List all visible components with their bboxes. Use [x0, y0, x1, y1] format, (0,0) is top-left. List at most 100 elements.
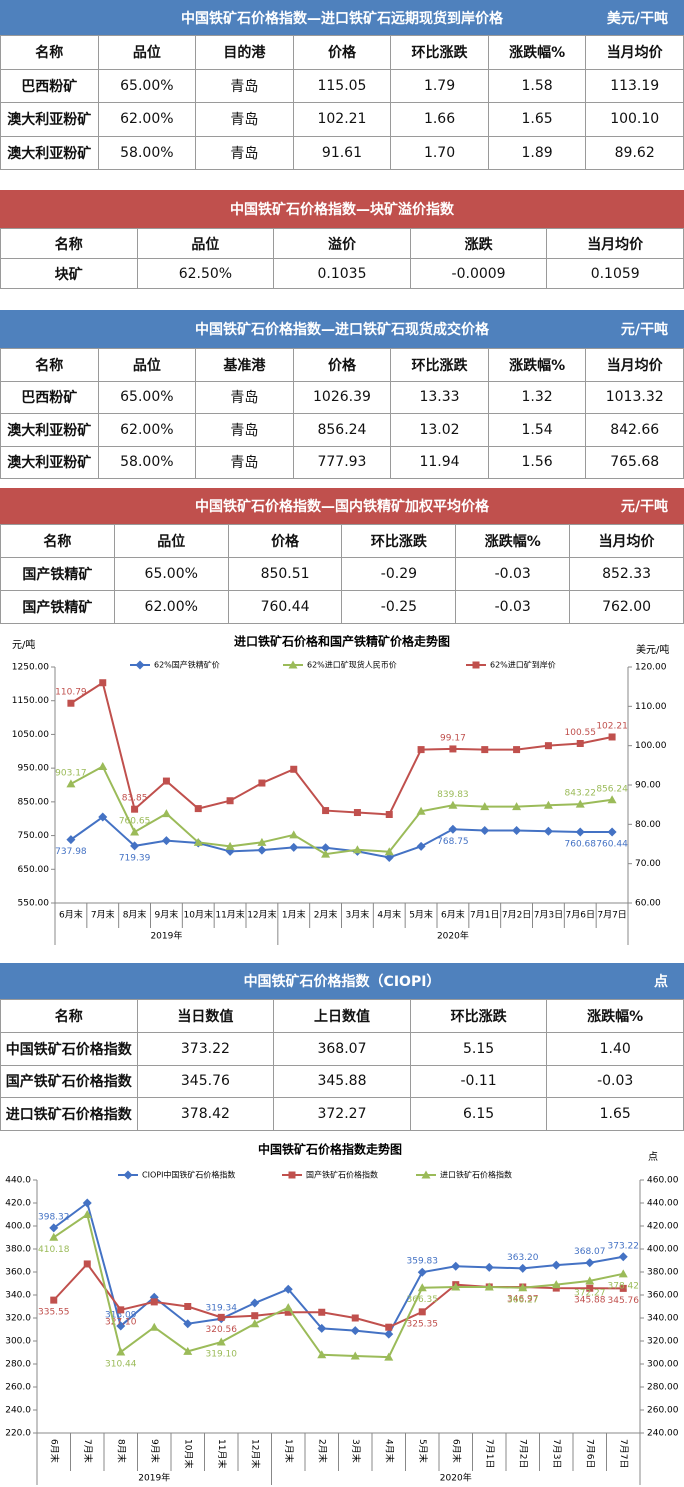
table-cell: 5.15	[409, 1031, 548, 1066]
data-label: 378.42	[608, 1281, 640, 1291]
series-line	[70, 815, 613, 859]
column-header: 名称	[0, 999, 138, 1033]
column-header: 品位	[97, 35, 197, 70]
x-tick-label: 7月7日	[618, 1439, 629, 1468]
table-cell: -0.03	[455, 557, 571, 591]
y-tick-label: 1050.00	[12, 730, 49, 740]
y-tick-label: 260.0	[5, 1383, 31, 1393]
data-point	[417, 1283, 427, 1292]
table-cell: 65.00%	[113, 557, 229, 591]
y2-tick-label: 340.00	[647, 1314, 679, 1324]
x-tick-label: 7月1日	[484, 1439, 495, 1468]
table-cell: 345.76	[136, 1064, 275, 1099]
data-point	[225, 846, 235, 856]
data-label: 368.07	[574, 1247, 606, 1257]
y-tick-label: 300.0	[5, 1337, 31, 1347]
y-tick-label: 240.0	[5, 1406, 31, 1416]
x-tick-label: 11月末	[216, 1439, 228, 1468]
table-title: 中国铁矿石价格指数—进口铁矿石远期现货到岸价格	[181, 10, 503, 27]
table-cell: 852.33	[569, 557, 684, 591]
column-header-row: 名称 品位 基准港 价格 环比涨跌 涨跌幅% 当月均价	[0, 348, 684, 382]
table-cell: 国产铁精矿	[0, 590, 115, 624]
data-point	[130, 827, 140, 836]
table-section: 中国铁矿石价格指数—块矿溢价指数 名称 品位 溢价 涨跌 当月均价 块矿 62.50% 0.10…	[0, 190, 684, 289]
data-point	[416, 841, 426, 851]
y-tick-label: 320.0	[5, 1314, 31, 1324]
data-point	[288, 1171, 296, 1179]
data-point	[149, 1322, 159, 1331]
table-cell: -0.03	[455, 590, 571, 624]
table-cell: 113.19	[585, 68, 684, 103]
table-cell: 巴西粉矿	[0, 380, 99, 414]
data-point	[135, 660, 145, 670]
x-tick-label: 7月2日	[502, 910, 531, 921]
data-point	[289, 830, 299, 839]
column-header: 价格	[227, 524, 343, 558]
data-point	[49, 1232, 59, 1241]
data-label: 363.20	[507, 1253, 539, 1263]
table-cell: 13.33	[390, 380, 489, 414]
data-point	[607, 827, 617, 837]
data-point	[116, 1347, 126, 1356]
data-label: 373.22	[608, 1241, 640, 1251]
data-label: 345.76	[608, 1296, 640, 1306]
x-tick-label: 6月末	[59, 909, 83, 921]
data-label: 319.10	[206, 1350, 238, 1360]
data-point	[283, 1284, 293, 1294]
data-point	[317, 1323, 327, 1333]
x-tick-label: 7月末	[82, 1439, 94, 1463]
table-section: 中国铁矿石价格指数（CIOPI）点名称 当日数值 上日数值 环比涨跌 涨跌幅% 中国铁矿石…	[0, 963, 684, 1131]
data-point	[384, 1329, 394, 1339]
x-tick-label: 4月末	[383, 1439, 395, 1463]
data-point	[480, 802, 490, 811]
data-label: 320.56	[206, 1325, 238, 1335]
data-point	[416, 806, 426, 815]
x-tick-label: 3月末	[350, 1439, 362, 1463]
data-label: 760.44	[596, 840, 628, 850]
table-cell: 760.44	[227, 590, 343, 624]
column-header: 品位	[113, 524, 229, 558]
y-axis-label: 元/吨	[12, 638, 35, 651]
data-label: 760.68	[565, 839, 597, 849]
table-unit: 点	[654, 974, 668, 990]
data-point	[385, 1323, 393, 1331]
column-header: 名称	[0, 228, 138, 259]
y2-tick-label: 240.00	[647, 1429, 679, 1439]
data-label: 325.35	[407, 1319, 439, 1329]
x-tick-label: 3月末	[346, 909, 370, 921]
y-tick-label: 750.00	[18, 831, 50, 841]
data-point	[116, 1321, 126, 1331]
series-line	[70, 681, 613, 816]
y-tick-label: 550.00	[18, 899, 50, 909]
data-label: 359.83	[407, 1257, 439, 1267]
table-row: 巴西粉矿 65.00% 青岛 115.05 1.79 1.58 113.19	[0, 68, 684, 103]
y-tick-label: 1250.00	[12, 663, 49, 673]
data-point	[217, 1313, 225, 1321]
data-point	[193, 837, 203, 846]
x-tick-label: 2月末	[316, 1439, 328, 1463]
table-header: 中国铁矿石价格指数—块矿溢价指数	[0, 190, 684, 228]
table: 名称 品位 基准港 价格 环比涨跌 涨跌幅% 当月均价 巴西粉矿 65.00% 青岛 1026.39…	[0, 348, 684, 479]
table-cell: 澳大利亚粉矿	[0, 445, 99, 479]
table-cell: 762.00	[569, 590, 684, 624]
year-label: 2019年	[150, 930, 182, 942]
y2-tick-label: 260.00	[647, 1406, 679, 1416]
data-point	[448, 824, 458, 834]
data-label: 856.24	[596, 784, 628, 794]
data-point	[575, 827, 585, 837]
x-tick-label: 2月末	[314, 909, 338, 921]
x-tick-label: 8月末	[123, 909, 147, 921]
y2-tick-label: 90.00	[635, 781, 661, 791]
data-point	[484, 1262, 494, 1272]
column-header: 环比涨跌	[390, 348, 489, 382]
table-row: 澳大利亚粉矿 62.00% 青岛 856.24 13.02 1.54 842.66	[0, 413, 684, 447]
data-label: 346.97	[507, 1294, 539, 1304]
x-tick-label: 5月末	[417, 1439, 429, 1463]
column-header: 涨跌幅%	[546, 999, 684, 1033]
table-cell: 58.00%	[97, 445, 197, 479]
y2-axis-label: 美元/吨	[636, 643, 669, 656]
data-point	[513, 746, 521, 754]
series-line	[70, 765, 613, 856]
chart-title: 进口铁矿石价格和国产铁精矿价格走势图	[234, 634, 450, 649]
